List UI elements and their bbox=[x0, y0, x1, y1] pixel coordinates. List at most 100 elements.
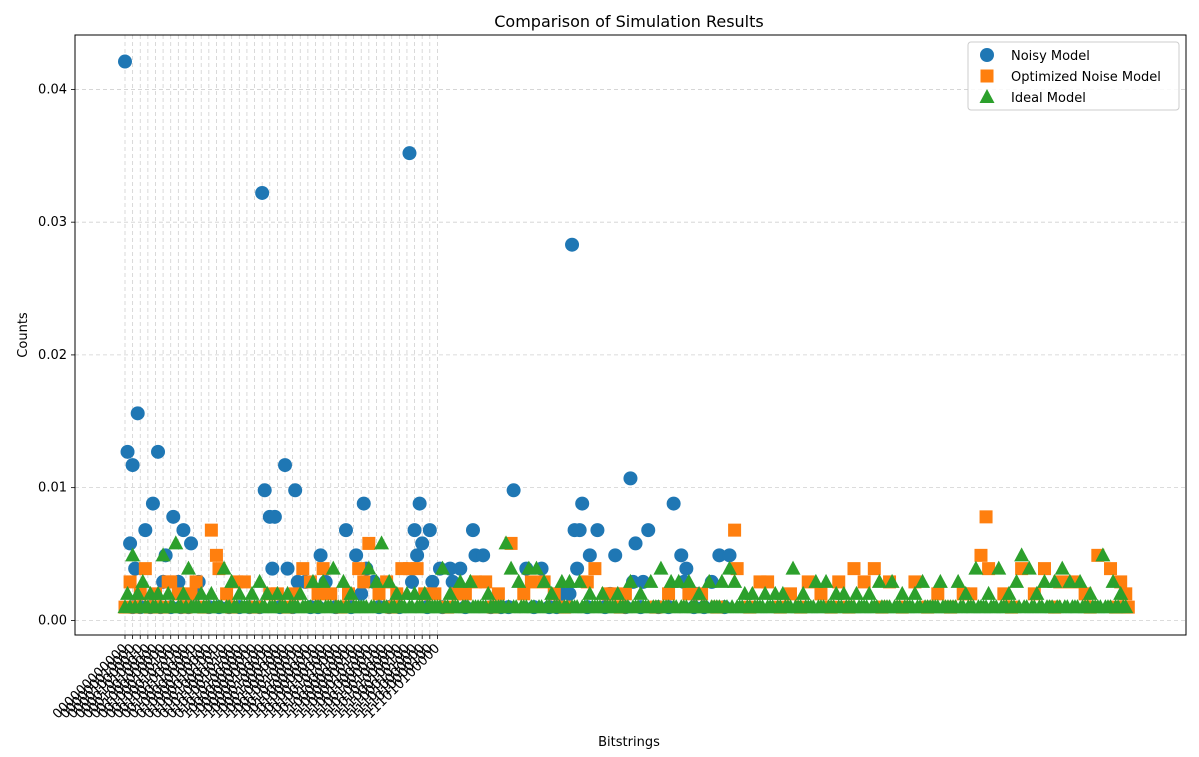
data-point bbox=[968, 560, 984, 575]
data-point bbox=[407, 523, 422, 538]
data-point bbox=[744, 585, 760, 600]
data-point bbox=[315, 573, 331, 588]
data-point bbox=[915, 573, 931, 588]
data-point bbox=[184, 536, 199, 551]
data-point bbox=[220, 587, 234, 601]
data-point bbox=[867, 562, 881, 576]
data-point bbox=[982, 562, 996, 576]
data-point bbox=[150, 585, 166, 600]
data-point bbox=[582, 548, 597, 563]
data-point bbox=[123, 536, 138, 551]
data-point bbox=[932, 573, 948, 588]
data-point bbox=[622, 573, 638, 588]
data-point bbox=[536, 573, 552, 588]
data-point bbox=[452, 573, 468, 588]
data-point bbox=[570, 561, 585, 576]
data-point bbox=[565, 237, 580, 252]
data-point bbox=[503, 560, 519, 575]
data-point bbox=[288, 483, 303, 498]
data-point bbox=[193, 585, 209, 600]
data-point bbox=[267, 509, 282, 524]
data-point bbox=[836, 585, 852, 600]
data-point bbox=[991, 560, 1007, 575]
data-point bbox=[417, 585, 433, 600]
data-point bbox=[357, 575, 371, 589]
data-point bbox=[203, 585, 219, 600]
data-point bbox=[757, 585, 773, 600]
data-point bbox=[125, 547, 141, 562]
data-point bbox=[305, 573, 321, 588]
series-triangle bbox=[117, 535, 1134, 614]
legend-marker bbox=[979, 89, 995, 103]
data-point bbox=[176, 523, 191, 538]
data-point bbox=[138, 523, 153, 538]
axes bbox=[74, 34, 1187, 636]
data-point bbox=[181, 560, 196, 575]
data-point bbox=[120, 444, 135, 459]
y-tick-label: 0.04 bbox=[38, 82, 67, 97]
data-point bbox=[255, 185, 270, 200]
data-point bbox=[871, 573, 887, 588]
data-point bbox=[666, 496, 681, 511]
data-point bbox=[374, 535, 390, 550]
data-point bbox=[722, 560, 738, 575]
data-point bbox=[562, 586, 577, 601]
data-point bbox=[682, 587, 696, 601]
data-point bbox=[160, 585, 176, 600]
data-points bbox=[117, 54, 1135, 615]
data-point bbox=[354, 586, 369, 601]
data-point bbox=[280, 585, 296, 600]
data-point bbox=[544, 585, 560, 600]
data-point bbox=[313, 548, 328, 563]
data-point bbox=[189, 575, 203, 589]
data-point bbox=[1001, 585, 1017, 600]
data-point bbox=[138, 562, 152, 576]
data-point bbox=[278, 458, 293, 473]
data-point bbox=[674, 548, 689, 563]
data-point bbox=[1009, 573, 1025, 588]
data-point bbox=[462, 573, 478, 588]
data-point bbox=[442, 585, 458, 600]
data-point bbox=[155, 547, 171, 562]
data-point bbox=[1105, 573, 1121, 588]
data-point bbox=[458, 587, 472, 601]
data-point bbox=[847, 562, 861, 576]
data-point bbox=[595, 585, 611, 600]
legend-label: Ideal Model bbox=[1011, 91, 1086, 106]
data-point bbox=[130, 406, 145, 421]
data-point bbox=[352, 562, 366, 576]
data-point bbox=[1037, 562, 1051, 576]
y-tick-label: 0.00 bbox=[38, 613, 67, 628]
data-point bbox=[1047, 573, 1063, 588]
data-point bbox=[368, 573, 384, 588]
data-point bbox=[701, 573, 717, 588]
data-point bbox=[476, 548, 491, 563]
data-point bbox=[316, 562, 330, 576]
data-point bbox=[849, 585, 865, 600]
data-point bbox=[265, 561, 280, 576]
data-point bbox=[361, 560, 377, 575]
data-point bbox=[356, 496, 371, 511]
data-point bbox=[224, 573, 240, 588]
data-point bbox=[727, 573, 743, 588]
data-point bbox=[381, 573, 397, 588]
data-point bbox=[714, 573, 730, 588]
data-point bbox=[623, 471, 638, 486]
data-point bbox=[884, 573, 900, 588]
data-point bbox=[907, 585, 923, 600]
data-point bbox=[415, 536, 430, 551]
data-point bbox=[402, 146, 417, 161]
y-tick-label: 0.03 bbox=[38, 215, 67, 230]
data-point bbox=[296, 562, 310, 576]
data-point bbox=[325, 560, 341, 575]
data-point bbox=[506, 483, 521, 498]
data-point bbox=[422, 523, 437, 538]
chart-title: Comparison of Simulation Results bbox=[494, 12, 763, 31]
y-axis-ticks: 0.00 0.01 0.02 0.03 0.04 bbox=[38, 82, 75, 628]
data-point bbox=[151, 444, 166, 459]
data-point bbox=[435, 560, 450, 575]
data-point bbox=[808, 573, 824, 588]
data-point bbox=[311, 587, 325, 601]
data-point bbox=[428, 587, 442, 601]
data-point bbox=[349, 548, 364, 563]
